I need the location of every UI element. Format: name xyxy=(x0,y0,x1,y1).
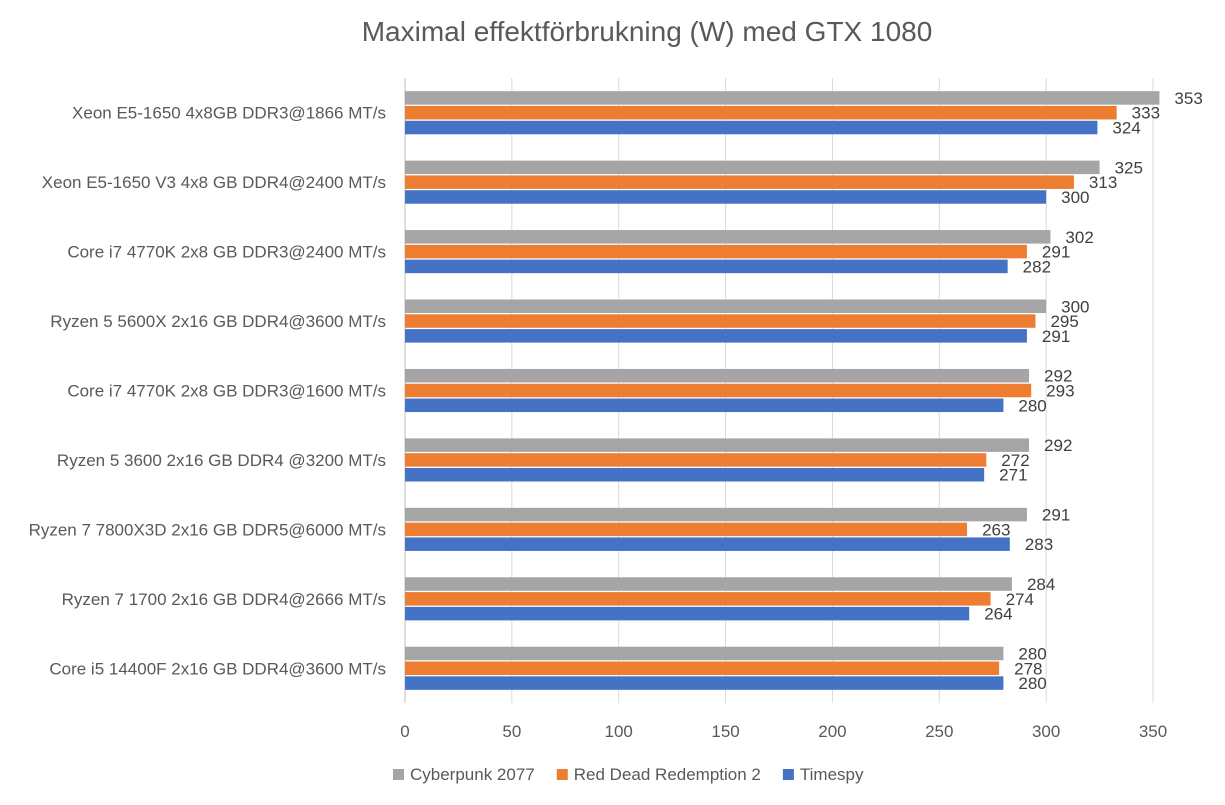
bar-red-dead-redemption-2 xyxy=(405,453,987,467)
bar-timespy xyxy=(405,537,1010,551)
x-tick-label: 200 xyxy=(818,722,846,741)
bar-red-dead-redemption-2 xyxy=(405,105,1117,120)
legend-label: Cyberpunk 2077 xyxy=(410,765,535,784)
data-label: 280 xyxy=(1018,396,1046,415)
data-label: 295 xyxy=(1050,312,1078,331)
data-label: 293 xyxy=(1046,382,1074,401)
bar-cyberpunk-2077 xyxy=(405,91,1160,105)
data-label: 280 xyxy=(1018,674,1046,693)
bar-red-dead-redemption-2 xyxy=(405,314,1036,328)
data-label: 291 xyxy=(1042,327,1070,346)
bar-timespy xyxy=(405,606,970,621)
bar-red-dead-redemption-2 xyxy=(405,522,968,537)
category-label: Ryzen 7 7800X3D 2x16 GB DDR5@6000 MT/s xyxy=(29,520,386,539)
bar-timespy xyxy=(405,467,985,482)
data-label: 278 xyxy=(1014,659,1042,678)
category-label: Xeon E5-1650 4x8GB DDR3@1866 MT/s xyxy=(72,104,386,123)
bar-cyberpunk-2077 xyxy=(405,368,1030,383)
data-label: 300 xyxy=(1061,297,1089,316)
data-label: 313 xyxy=(1089,173,1117,192)
bar-cyberpunk-2077 xyxy=(405,299,1047,314)
data-label: 263 xyxy=(982,520,1010,539)
category-label: Ryzen 7 1700 2x16 GB DDR4@2666 MT/s xyxy=(62,590,386,609)
data-label: 292 xyxy=(1044,436,1072,455)
bar-red-dead-redemption-2 xyxy=(405,244,1027,259)
legend-swatch xyxy=(782,769,794,780)
category-label: Core i7 4770K 2x8 GB DDR3@1600 MT/s xyxy=(67,382,386,401)
data-label: 325 xyxy=(1115,158,1143,177)
category-label: Core i5 14400F 2x16 GB DDR4@3600 MT/s xyxy=(49,659,386,678)
bar-timespy xyxy=(405,190,1047,204)
bar-cyberpunk-2077 xyxy=(405,230,1051,244)
data-label: 333 xyxy=(1132,104,1160,123)
data-label: 300 xyxy=(1061,188,1089,207)
chart-title: Maximal effektförbrukning (W) med GTX 10… xyxy=(362,16,933,47)
x-tick-label: 250 xyxy=(925,722,953,741)
category-label: Core i7 4770K 2x8 GB DDR3@2400 MT/s xyxy=(67,243,386,262)
bar-timespy xyxy=(405,329,1027,343)
bar-cyberpunk-2077 xyxy=(405,438,1030,452)
data-label: 274 xyxy=(1006,590,1034,609)
data-label: 324 xyxy=(1112,119,1140,138)
bar-cyberpunk-2077 xyxy=(405,646,1004,661)
bar-cyberpunk-2077 xyxy=(405,507,1027,522)
data-label: 272 xyxy=(1001,451,1029,470)
axes: 0 50 100 150 200 250 300 350 Xeon E5-1650 4x8GB … xyxy=(29,78,1167,741)
x-tick-label: 0 xyxy=(400,722,409,741)
legend: Cyberpunk 2077 Red Dead Redemption 2 Times… xyxy=(393,765,864,784)
category-label: Ryzen 5 3600 2x16 GB DDR4 @3200 MT/s xyxy=(57,451,386,470)
bar-timespy xyxy=(405,398,1004,413)
data-label: 292 xyxy=(1044,367,1072,386)
data-label: 264 xyxy=(984,605,1012,624)
data-label: 302 xyxy=(1065,228,1093,247)
data-label: 280 xyxy=(1018,644,1046,663)
x-tick-label: 100 xyxy=(605,722,633,741)
data-label: 291 xyxy=(1042,506,1070,525)
legend-label: Red Dead Redemption 2 xyxy=(574,765,761,784)
x-tick-label: 350 xyxy=(1139,722,1167,741)
bar-cyberpunk-2077 xyxy=(405,160,1100,175)
legend-swatch xyxy=(393,769,404,780)
bar-timespy xyxy=(405,259,1008,274)
bar-timespy xyxy=(405,120,1098,135)
bar-red-dead-redemption-2 xyxy=(405,661,1000,676)
legend-label: Timespy xyxy=(800,765,864,784)
data-label: 291 xyxy=(1042,243,1070,262)
data-label: 284 xyxy=(1027,575,1055,594)
bar-red-dead-redemption-2 xyxy=(405,592,991,606)
bar-timespy xyxy=(405,676,1004,690)
bars xyxy=(405,91,1160,690)
data-label: 283 xyxy=(1025,535,1053,554)
category-label: Ryzen 5 5600X 2x16 GB DDR4@3600 MT/s xyxy=(50,312,386,331)
data-label: 282 xyxy=(1023,257,1051,276)
bar-cyberpunk-2077 xyxy=(405,577,1012,591)
data-label: 353 xyxy=(1174,89,1202,108)
bar-red-dead-redemption-2 xyxy=(405,175,1074,189)
x-tick-label: 300 xyxy=(1032,722,1060,741)
category-label: Xeon E5-1650 V3 4x8 GB DDR4@2400 MT/s xyxy=(42,173,386,192)
data-label: 271 xyxy=(999,466,1027,485)
x-tick-label: 150 xyxy=(711,722,739,741)
bar-red-dead-redemption-2 xyxy=(405,383,1032,398)
legend-swatch xyxy=(556,769,568,780)
data-labels: 3533253023002922922912842803333132912952… xyxy=(982,89,1203,693)
x-tick-label: 50 xyxy=(502,722,521,741)
